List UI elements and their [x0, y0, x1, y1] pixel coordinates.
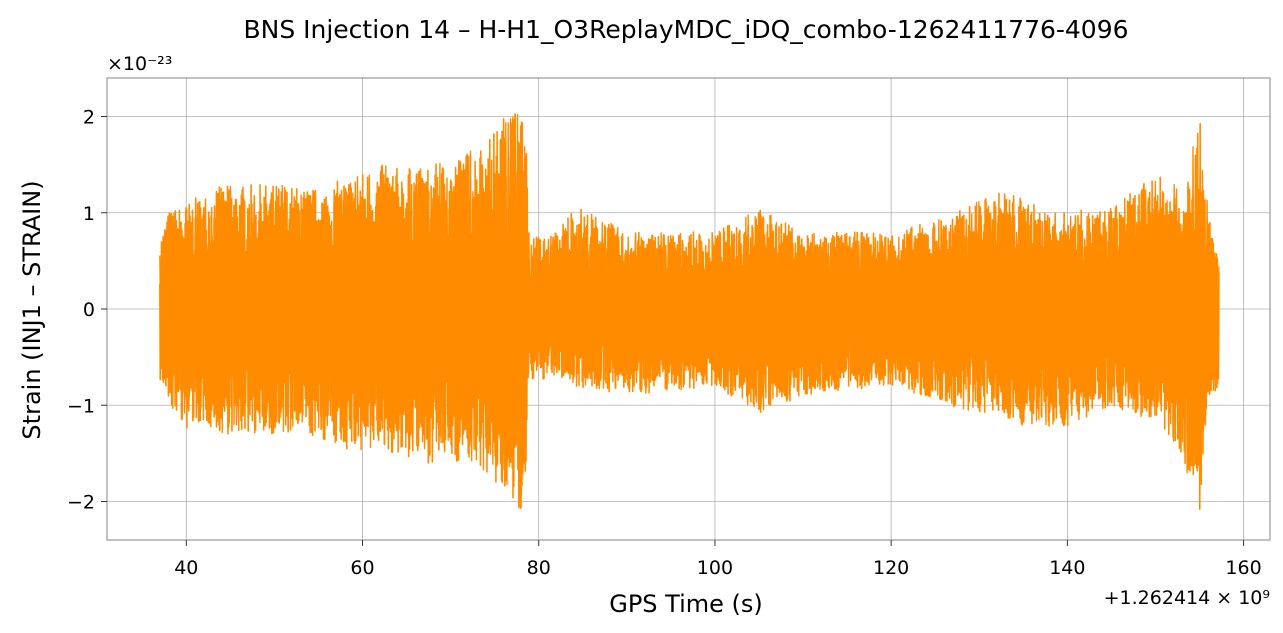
- x-tick-label: 40: [174, 557, 198, 579]
- y-tick-label: 2: [83, 107, 95, 129]
- x-offset-label: +1.262414 × 10⁹: [1104, 587, 1270, 609]
- x-tick-label: 120: [873, 557, 909, 579]
- x-axis-ticks: 40 60 80 100 120 140 160: [174, 540, 1262, 579]
- y-axis-label: Strain (INJ1 – STRAIN): [18, 180, 46, 439]
- x-tick-label: 60: [350, 557, 374, 579]
- y-axis-ticks: −2 −1 0 1 2: [67, 107, 107, 514]
- y-tick-label: −1: [67, 395, 95, 417]
- strain-line-peaks: [159, 114, 1220, 509]
- x-tick-label: 100: [697, 557, 733, 579]
- y-tick-label: 1: [83, 203, 95, 225]
- x-tick-label: 140: [1049, 557, 1085, 579]
- x-axis-label: GPS Time (s): [609, 590, 763, 618]
- x-tick-label: 80: [527, 557, 551, 579]
- x-tick-label: 160: [1225, 557, 1261, 579]
- y-scale-label: ×10⁻²³: [107, 53, 172, 75]
- y-tick-label: 0: [83, 299, 95, 321]
- chart-title: BNS Injection 14 – H-H1_O3ReplayMDC_iDQ_…: [243, 15, 1128, 44]
- y-tick-label: −2: [67, 492, 95, 514]
- series-strain-line: [159, 113, 1220, 510]
